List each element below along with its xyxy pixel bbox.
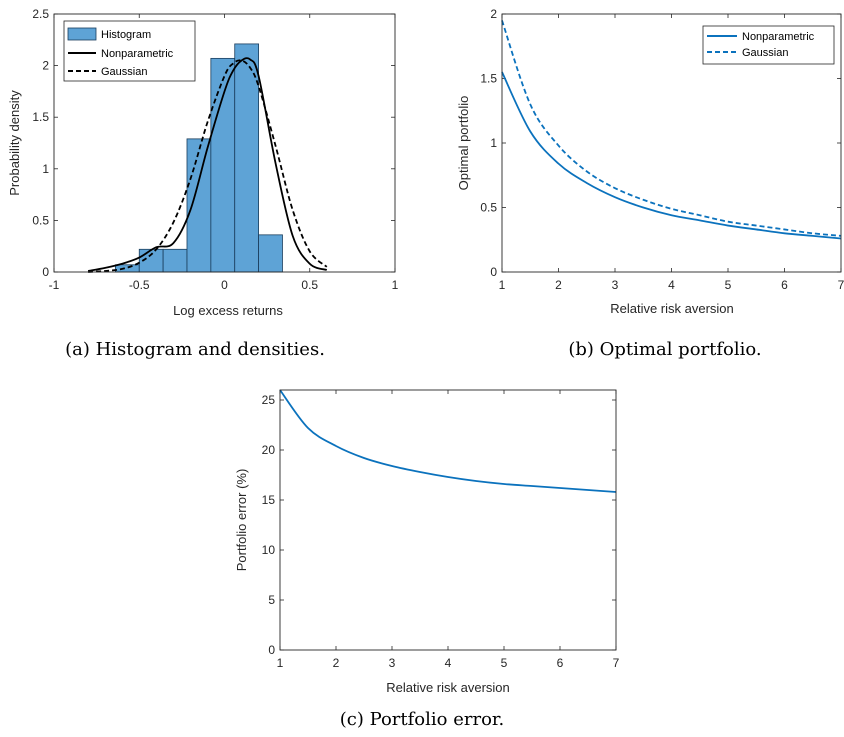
histogram-bar: [114, 264, 140, 273]
chart-b-xlabel: Relative risk aversion: [610, 301, 734, 316]
legend-histogram-label: Histogram: [101, 29, 151, 41]
histogram-bar: [210, 57, 236, 273]
x-tick-label: 4: [445, 656, 452, 670]
legend-gaussian-label: Gaussian: [742, 47, 788, 59]
x-tick-label: 0.5: [301, 278, 318, 292]
x-tick-label: 6: [557, 656, 564, 670]
panel-portfolio-error: 1 2 3 4 5 6 7 0 5 10 15 20 25 Relative risk aversion…: [234, 389, 620, 730]
legend-nonparametric-label: Nonparametric: [101, 48, 174, 60]
legend-box: [702, 25, 835, 65]
histogram-bar: [162, 248, 188, 273]
x-tick-label: 2: [333, 656, 340, 670]
x-tick-label: 7: [613, 656, 620, 670]
portfolio-error-plot: 1 2 3 4 5 6 7 0 5 10 15 20 25: [262, 389, 620, 670]
portfolio-error-line: [279, 389, 617, 493]
y-tick-label: 0: [490, 265, 497, 279]
axes-frame: [279, 389, 617, 651]
panel-optimal-portfolio: 1 2 3 4 5 6 700.511.52 Relative risk aversion …: [456, 7, 844, 360]
density-line-gaussian: [88, 59, 328, 273]
optimal-portfolio-plot: 1 2 3 4 5 6 7 0 0.5 1 1.5 2: [480, 7, 844, 292]
y-tick-label: 2: [490, 7, 497, 21]
axes-frame: [53, 13, 396, 273]
x-tick-label: 1: [277, 656, 284, 670]
portfolio-line-nonparametric: [501, 71, 842, 240]
chart-c-xlabel: Relative risk aversion: [386, 680, 510, 695]
legend-gaussian-label: Gaussian: [101, 66, 147, 78]
x-tick-label: 3: [612, 278, 619, 292]
axes-frame: [501, 13, 842, 273]
x-tick-label: 1: [499, 278, 506, 292]
x-tick-label: 5: [501, 656, 508, 670]
density-line-nonparametric: [87, 57, 328, 272]
y-tick-label: 10: [262, 543, 276, 557]
chart-a-legend: Histogram Nonparametric Gaussian: [63, 20, 196, 82]
chart-c-ylabel: Portfolio error (%): [234, 469, 249, 572]
x-tick-label: 5: [725, 278, 732, 292]
y-tick-label: 1.5: [32, 110, 49, 124]
y-tick-label: 0.5: [32, 213, 49, 227]
portfolio-line-gaussian: [501, 20, 842, 237]
y-tick-label: 20: [262, 443, 276, 457]
x-tick-label: 7: [838, 278, 844, 292]
y-tick-label: 0: [268, 643, 275, 657]
histogram-bar: [258, 234, 283, 273]
y-tick-label: 15: [262, 493, 276, 507]
y-tick-label: 1: [42, 162, 49, 176]
x-tick-label: 6: [781, 278, 788, 292]
y-tick-label: 0: [42, 265, 49, 279]
x-tick-label: 0: [221, 278, 228, 292]
chart-a-ylabel: Probability density: [7, 90, 22, 196]
legend-nonparametric-label: Nonparametric: [742, 31, 815, 43]
panel-histogram-densities: -1 -0.5 0 0.5 1 0 0.5 1 1.5 2 2.5 Log excess retur…: [7, 7, 399, 360]
x-tick-label: 3: [389, 656, 396, 670]
chart-a-xlabel: Log excess returns: [173, 303, 283, 318]
caption-b: (b) Optimal portfolio.: [568, 339, 761, 360]
legend-histogram-swatch: [67, 27, 97, 41]
y-tick-label: 5: [268, 593, 275, 607]
histogram-bar: [234, 43, 259, 273]
x-tick-label: 2: [555, 278, 562, 292]
caption-c: (c) Portfolio error.: [340, 709, 505, 730]
y-tick-label: 1.5: [480, 72, 497, 86]
caption-a: (a) Histogram and densities.: [65, 339, 325, 360]
y-tick-label: 2.5: [32, 7, 49, 21]
x-tick-label: 4: [668, 278, 675, 292]
x-tick-label: -0.5: [129, 278, 150, 292]
y-tick-label: 2: [42, 59, 49, 73]
y-tick-label: 0.5: [480, 201, 497, 215]
y-tick-label: 1: [490, 136, 497, 150]
x-tick-label: -1: [49, 278, 60, 292]
histogram-bar: [186, 138, 212, 273]
chart-b-legend: Nonparametric Gaussian: [702, 25, 835, 65]
x-tick-label: 1: [392, 278, 399, 292]
chart-b-ylabel: Optimal portfolio: [456, 96, 471, 191]
histogram-density-plot: -1 -0.5 0 0.5 1 0 0.5 1 1.5 2 2.5: [32, 7, 398, 292]
y-tick-label: 25: [262, 393, 276, 407]
